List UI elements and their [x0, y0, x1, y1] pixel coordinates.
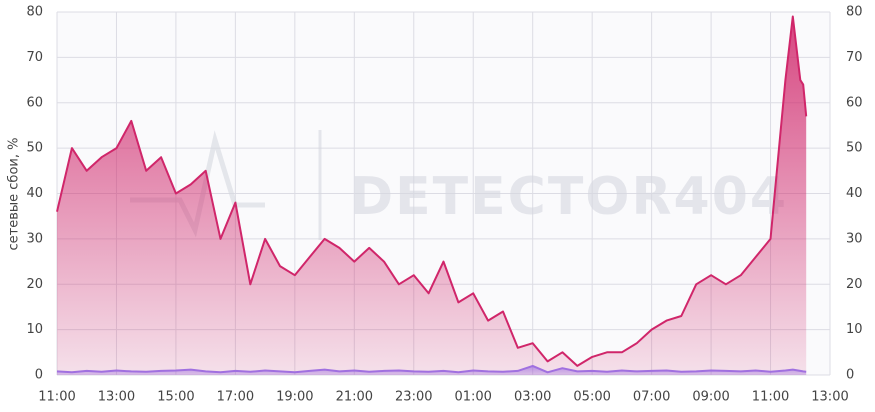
x-tick-label: 17:00: [217, 390, 254, 405]
y2-tick-label: 80: [846, 5, 863, 20]
y-axis-label: сетевые сбои, %: [7, 138, 22, 251]
series-line: [56, 15, 808, 367]
y2-tick-label: 30: [846, 231, 863, 246]
y-tick-label: 30: [26, 231, 43, 246]
x-tick-label: 19:00: [276, 390, 313, 405]
x-tick-label: 13:00: [98, 390, 135, 405]
x-tick-label: 23:00: [395, 390, 432, 405]
x-tick-label: 05:00: [573, 390, 610, 405]
series-line: [56, 364, 807, 374]
x-tick-label: 09:00: [692, 390, 729, 405]
y-tick-label: 10: [26, 322, 43, 337]
y2-tick-label: 40: [846, 186, 863, 201]
y-tick-label: 0: [35, 368, 43, 383]
y-tick-label: 70: [26, 50, 43, 65]
series-area: [57, 16, 807, 375]
x-tick-label: 11:00: [38, 390, 75, 405]
y2-tick-label: 70: [846, 50, 863, 65]
x-tick-label: 03:00: [514, 390, 551, 405]
series-layer: [56, 15, 808, 375]
y2-tick-label: 0: [846, 368, 854, 383]
y2-tick-label: 20: [846, 277, 863, 292]
y-tick-label: 40: [26, 186, 43, 201]
x-tick-label: 13:00: [811, 390, 848, 405]
y2-tick-label: 50: [846, 141, 863, 156]
y2-tick-label: 10: [846, 322, 863, 337]
y-tick-label: 60: [26, 95, 43, 110]
y-tick-label: 20: [26, 277, 43, 292]
y-tick-label: 80: [26, 5, 43, 20]
x-tick-label: 11:00: [752, 390, 789, 405]
x-tick-label: 15:00: [157, 390, 194, 405]
y-tick-label: 50: [26, 141, 43, 156]
x-tick-label: 21:00: [336, 390, 373, 405]
x-tick-label: 01:00: [454, 390, 491, 405]
y2-tick-label: 60: [846, 95, 863, 110]
x-tick-label: 07:00: [633, 390, 670, 405]
series-area: [57, 365, 807, 375]
watermark: DETECTOR404: [350, 167, 788, 227]
